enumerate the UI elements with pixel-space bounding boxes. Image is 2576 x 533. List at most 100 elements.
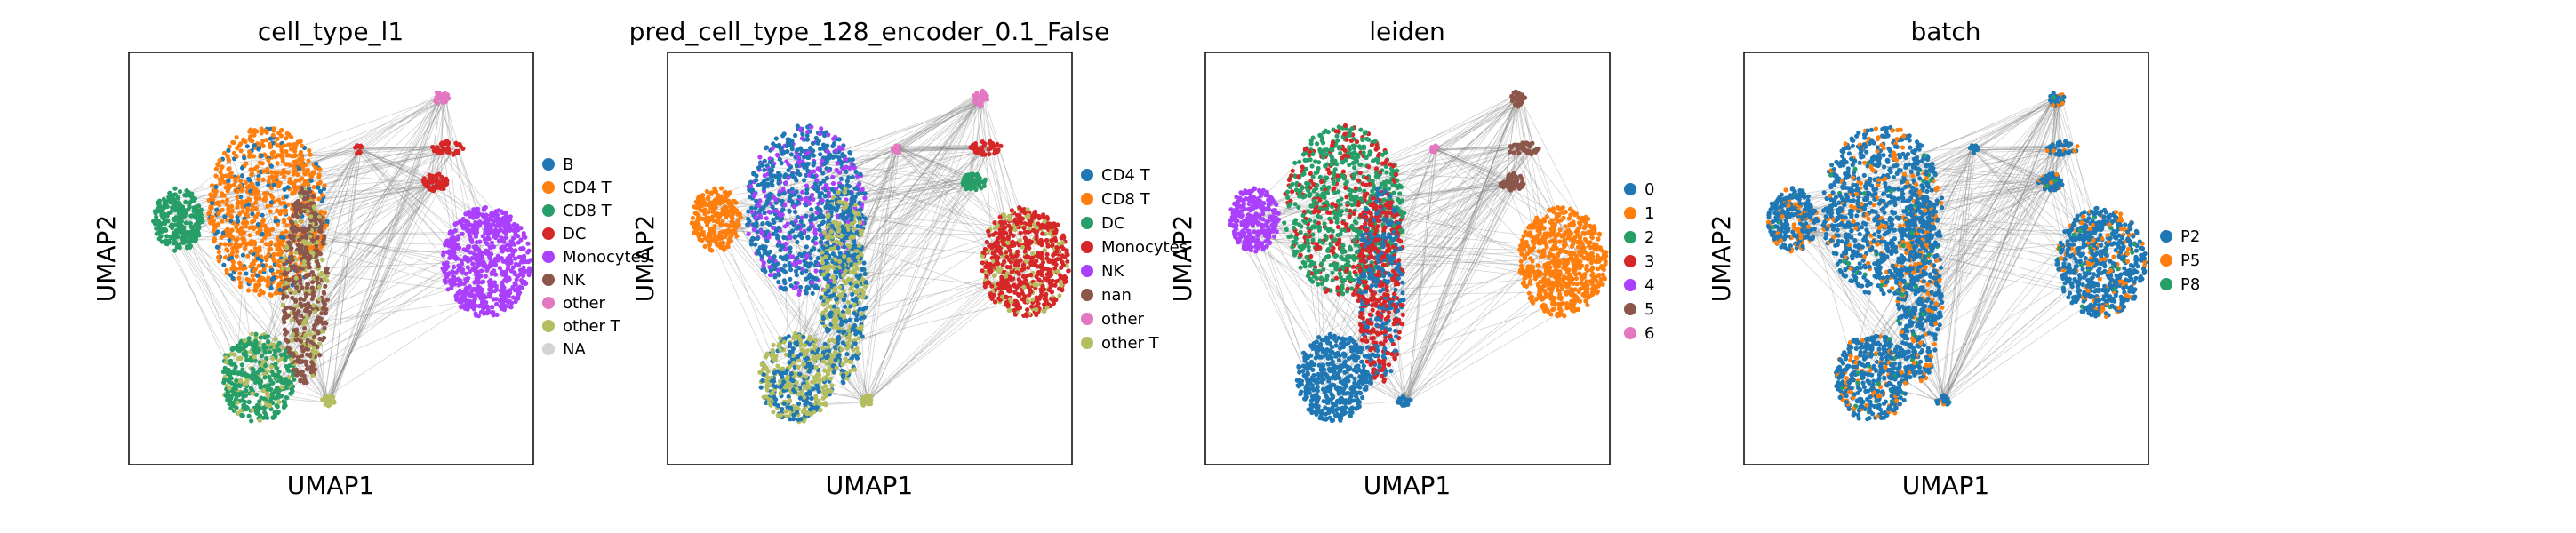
scatter-point (764, 216, 769, 221)
graph-edge (242, 181, 444, 249)
scatter-point (255, 181, 260, 187)
scatter-point (860, 187, 865, 192)
scatter-point (850, 157, 855, 163)
scatter-point (258, 366, 263, 371)
scatter-point (251, 367, 256, 372)
scatter-point (281, 292, 286, 298)
scatter-point (311, 171, 316, 176)
scatter-point (833, 148, 839, 154)
scatter-point (804, 290, 809, 296)
scatter-point (752, 191, 758, 196)
scatter-point (765, 181, 771, 187)
scatter-point (239, 225, 244, 231)
scatter-point (257, 418, 262, 423)
scatter-point (775, 153, 780, 158)
scatter-point (247, 197, 252, 203)
scatter-point (332, 399, 337, 404)
scatter-point (820, 171, 826, 176)
scatter-point (214, 207, 220, 212)
scatter-point (830, 143, 836, 149)
scatter-point (239, 173, 245, 179)
scatter-point (316, 174, 322, 179)
scatter-point (826, 132, 831, 138)
scatter-point (292, 202, 297, 208)
scatter-point (788, 250, 793, 255)
scatter-point (765, 220, 771, 226)
scatter-point (252, 267, 257, 273)
scatter-point (284, 395, 289, 401)
scatter-point (315, 259, 320, 265)
scatter-point (238, 408, 244, 413)
plot-title: pred_cell_type_128_encoder_0.1_False (629, 17, 1110, 46)
scatter-point (240, 231, 245, 236)
scatter-point (776, 170, 781, 176)
scatter-point (465, 265, 470, 270)
scatter-point (857, 201, 862, 206)
scatter-point (269, 276, 275, 282)
graph-edge (437, 101, 487, 225)
scatter-point (233, 241, 238, 246)
scatter-point (805, 235, 811, 241)
scatter-point (196, 225, 202, 230)
scatter-point (476, 246, 481, 252)
scatter-point (276, 245, 282, 251)
scatter-point (226, 173, 231, 179)
graph-edge (356, 146, 434, 179)
scatter-point (297, 250, 303, 255)
scatter-point (244, 276, 250, 282)
scatter-point (497, 224, 502, 229)
graph-edge (331, 148, 362, 400)
scatter-point (500, 306, 505, 311)
scatter-point (242, 338, 247, 344)
scatter-point (771, 141, 776, 147)
scatter-point (519, 277, 524, 283)
scatter-point (310, 285, 316, 290)
scatter-point (283, 170, 288, 175)
scatter-point (324, 223, 329, 228)
scatter-point (239, 362, 244, 368)
scatter-point (475, 206, 481, 211)
graph-edge (332, 150, 359, 398)
scatter-point (284, 306, 289, 311)
scatter-point (248, 127, 253, 132)
legend-item: CD8 T (542, 202, 612, 220)
scatter-point (521, 246, 526, 251)
scatter-point (469, 239, 475, 244)
scatter-point (797, 251, 803, 257)
scatter-point (762, 173, 767, 179)
scatter-point (252, 154, 257, 159)
scatter-point (283, 331, 288, 337)
scatter-point (760, 221, 765, 227)
scatter-point (709, 248, 715, 253)
scatter-point (290, 190, 295, 195)
scatter-point (247, 184, 252, 189)
scatter-point (711, 229, 716, 235)
scatter-point (690, 215, 696, 220)
scatter-point (309, 280, 316, 285)
scatter-point (225, 188, 230, 194)
scatter-point (748, 179, 754, 185)
scatter-point (807, 389, 812, 394)
scatter-point (820, 359, 826, 364)
scatter-point (268, 292, 273, 298)
scatter-point (457, 245, 462, 251)
graph-edge (326, 97, 439, 402)
scatter-point (751, 171, 756, 177)
scatter-point (277, 264, 283, 269)
scatter-point (208, 192, 213, 197)
scatter-point (212, 192, 218, 197)
scatter-point (757, 155, 763, 160)
scatter-point (819, 126, 824, 131)
scatter-point (282, 187, 287, 192)
scatter-point (284, 194, 289, 199)
scatter-point (252, 143, 257, 148)
scatter-point (308, 214, 314, 219)
scatter-point (217, 259, 222, 264)
scatter-point (316, 284, 322, 290)
scatter-point (260, 177, 266, 182)
scatter-point (516, 289, 521, 294)
scatter-point (309, 270, 315, 275)
scatter-point (309, 360, 315, 365)
scatter-point (710, 203, 716, 208)
scatter-point (813, 394, 819, 399)
